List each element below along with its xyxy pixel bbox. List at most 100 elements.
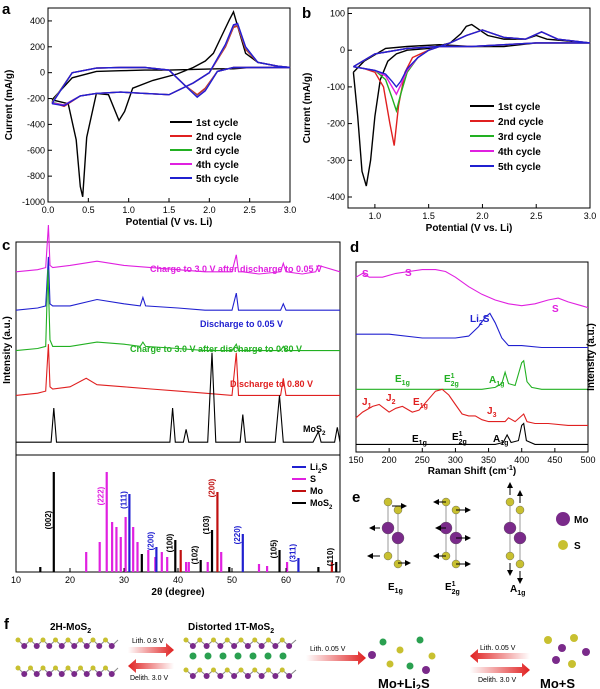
legend-entry-5: 5th cycle (498, 162, 541, 173)
y-tick-label: 200 (30, 42, 45, 52)
layer-2h-mo-atom (58, 671, 65, 677)
y-tick-label: -200 (327, 119, 345, 129)
y-tick-label: 0 (40, 68, 45, 78)
phase-1t-label-sub: 2 (270, 628, 274, 635)
x-tick-label: 2.0 (203, 205, 216, 215)
y-tick-label: -600 (27, 145, 45, 155)
arrow-label-lith-005b: Lith. 0.05 V (480, 645, 516, 652)
layer-1t-s-atom (266, 667, 271, 673)
mode-label-1: E1g (388, 582, 403, 595)
trace-label-1: Charge to 3.0 V after discharge to 0.05 … (150, 264, 322, 274)
layer-1t-mo-atom (217, 673, 224, 679)
phase-2h-label: 2H-MoS2 (50, 622, 91, 635)
layer-1t-mo-atom (231, 673, 238, 679)
y-axis-label: Intensity (a.u.) (2, 316, 13, 384)
hkl-label: (102) (191, 545, 200, 564)
mo-legend-icon (556, 512, 570, 526)
ref-legend-suffix: S (321, 462, 327, 472)
panel-label-b: b (302, 5, 311, 22)
raman-annotation-9-main: J (386, 393, 392, 404)
y-tick-label: -200 (27, 94, 45, 104)
chart-c: Charge to 3.0 V after discharge to 0.05 … (2, 224, 345, 598)
y-tick-label: -1000 (22, 197, 45, 207)
layer-1t-mo-atom (231, 643, 238, 649)
trace-label-5-main: MoS (303, 424, 322, 434)
layer-2h-mo-atom (71, 643, 78, 649)
layer-2h-s-atom (40, 637, 46, 643)
mode-label-3-sub: 1g (517, 590, 525, 597)
layer-2h-s-atom (15, 637, 21, 643)
raman-annotation-11: J3 (487, 406, 497, 419)
mode-a1g-s-atom (505, 551, 515, 561)
layer-2h-mo-atom (96, 643, 103, 649)
y-tick-label: 0 (340, 45, 345, 55)
raman-annotation-2-main: S (405, 268, 412, 279)
ref-legend-main: S (310, 474, 316, 484)
layer-1t-mo-atom (286, 673, 293, 679)
layer-2h-mo-atom (108, 643, 115, 649)
x-tick-label: 350 (481, 455, 496, 465)
layer-1t-mo-atom (272, 643, 279, 649)
series-line-3 (353, 29, 591, 114)
layer-1t-s-atom (224, 637, 230, 643)
trace-label-5: MoS2 (303, 424, 326, 437)
cluster-mo-atom (422, 666, 430, 674)
arrow-right (306, 651, 366, 665)
mode-label-2: E1 2g (445, 581, 460, 596)
trace-label-1-main: Charge to 3.0 V after discharge to 0.05 … (150, 264, 322, 274)
trace-label-5-sub: 2 (322, 430, 326, 437)
y-tick-label: -400 (327, 192, 345, 202)
raman-annotation-6-sub: 2g (451, 381, 459, 388)
y-tick-label: 400 (30, 16, 45, 26)
raman-annotation-4: Li2S (470, 314, 490, 327)
raman-annotation-14-sub: 1g (500, 440, 508, 447)
y-axis-label: Intensity (a.u.) (586, 323, 597, 391)
li-atom (264, 652, 272, 660)
phase-mos-label-main: Mo+S (540, 676, 575, 689)
series-line-4 (51, 23, 291, 106)
hkl-label: (100) (165, 533, 174, 552)
arrow-right (470, 663, 530, 677)
x-tick-label: 0.5 (82, 205, 95, 215)
cluster-atom (396, 646, 404, 654)
layer-1t-s-atom (211, 667, 216, 673)
raman-annotation-5-main: E (395, 374, 402, 385)
layer-1t-mo-atom (258, 643, 265, 649)
raman-annotation-1: S (362, 269, 369, 280)
raman-annotation-3: S (552, 304, 559, 315)
mode-a1g-s-atom (515, 559, 525, 569)
ref-legend-sub: 2 (318, 469, 322, 475)
x-tick-label: 70 (335, 575, 345, 585)
ref-legend-sub: 2 (329, 505, 333, 511)
plot-frame (15, 241, 341, 573)
layer-2h-s-atom (28, 665, 33, 671)
x-tick-label: 250 (415, 455, 430, 465)
legend-entry-4: 4th cycle (196, 160, 239, 171)
trace-label-2-main: Discharge to 0.05 V (200, 319, 283, 329)
legend-entry-4: 4th cycle (498, 147, 541, 158)
layer-2h-mo-atom (21, 643, 28, 649)
raman-trace-5 (356, 422, 588, 445)
layer-1t-mo-atom (258, 673, 265, 679)
x-tick-label: 60 (281, 575, 291, 585)
plot-frame (347, 7, 591, 209)
layer-2h-s-atom (53, 665, 58, 671)
hkl-label: (200) (146, 531, 155, 550)
trace-label-3-main: Charge to 3.0 V after discharge to 0.80 … (130, 344, 302, 354)
ref-legend-main: MoS (310, 498, 329, 508)
layer-1t-mo-atom (189, 643, 196, 649)
s-legend-icon (558, 540, 568, 550)
layer-2h-s-atom (103, 637, 108, 643)
x-tick-label: 1.0 (369, 211, 382, 221)
cluster-atom (570, 634, 578, 642)
raman-annotation-12: E1g (412, 434, 427, 447)
legend-entry-1: 1st cycle (498, 102, 541, 113)
cluster-atom (558, 644, 566, 652)
layer-2h-s-atom (78, 665, 83, 671)
layer-1t-s-atom (238, 637, 244, 643)
cluster-atom (406, 662, 414, 670)
layer-2h-mo-atom (83, 671, 90, 677)
mode-label-3-main: A (510, 584, 517, 595)
